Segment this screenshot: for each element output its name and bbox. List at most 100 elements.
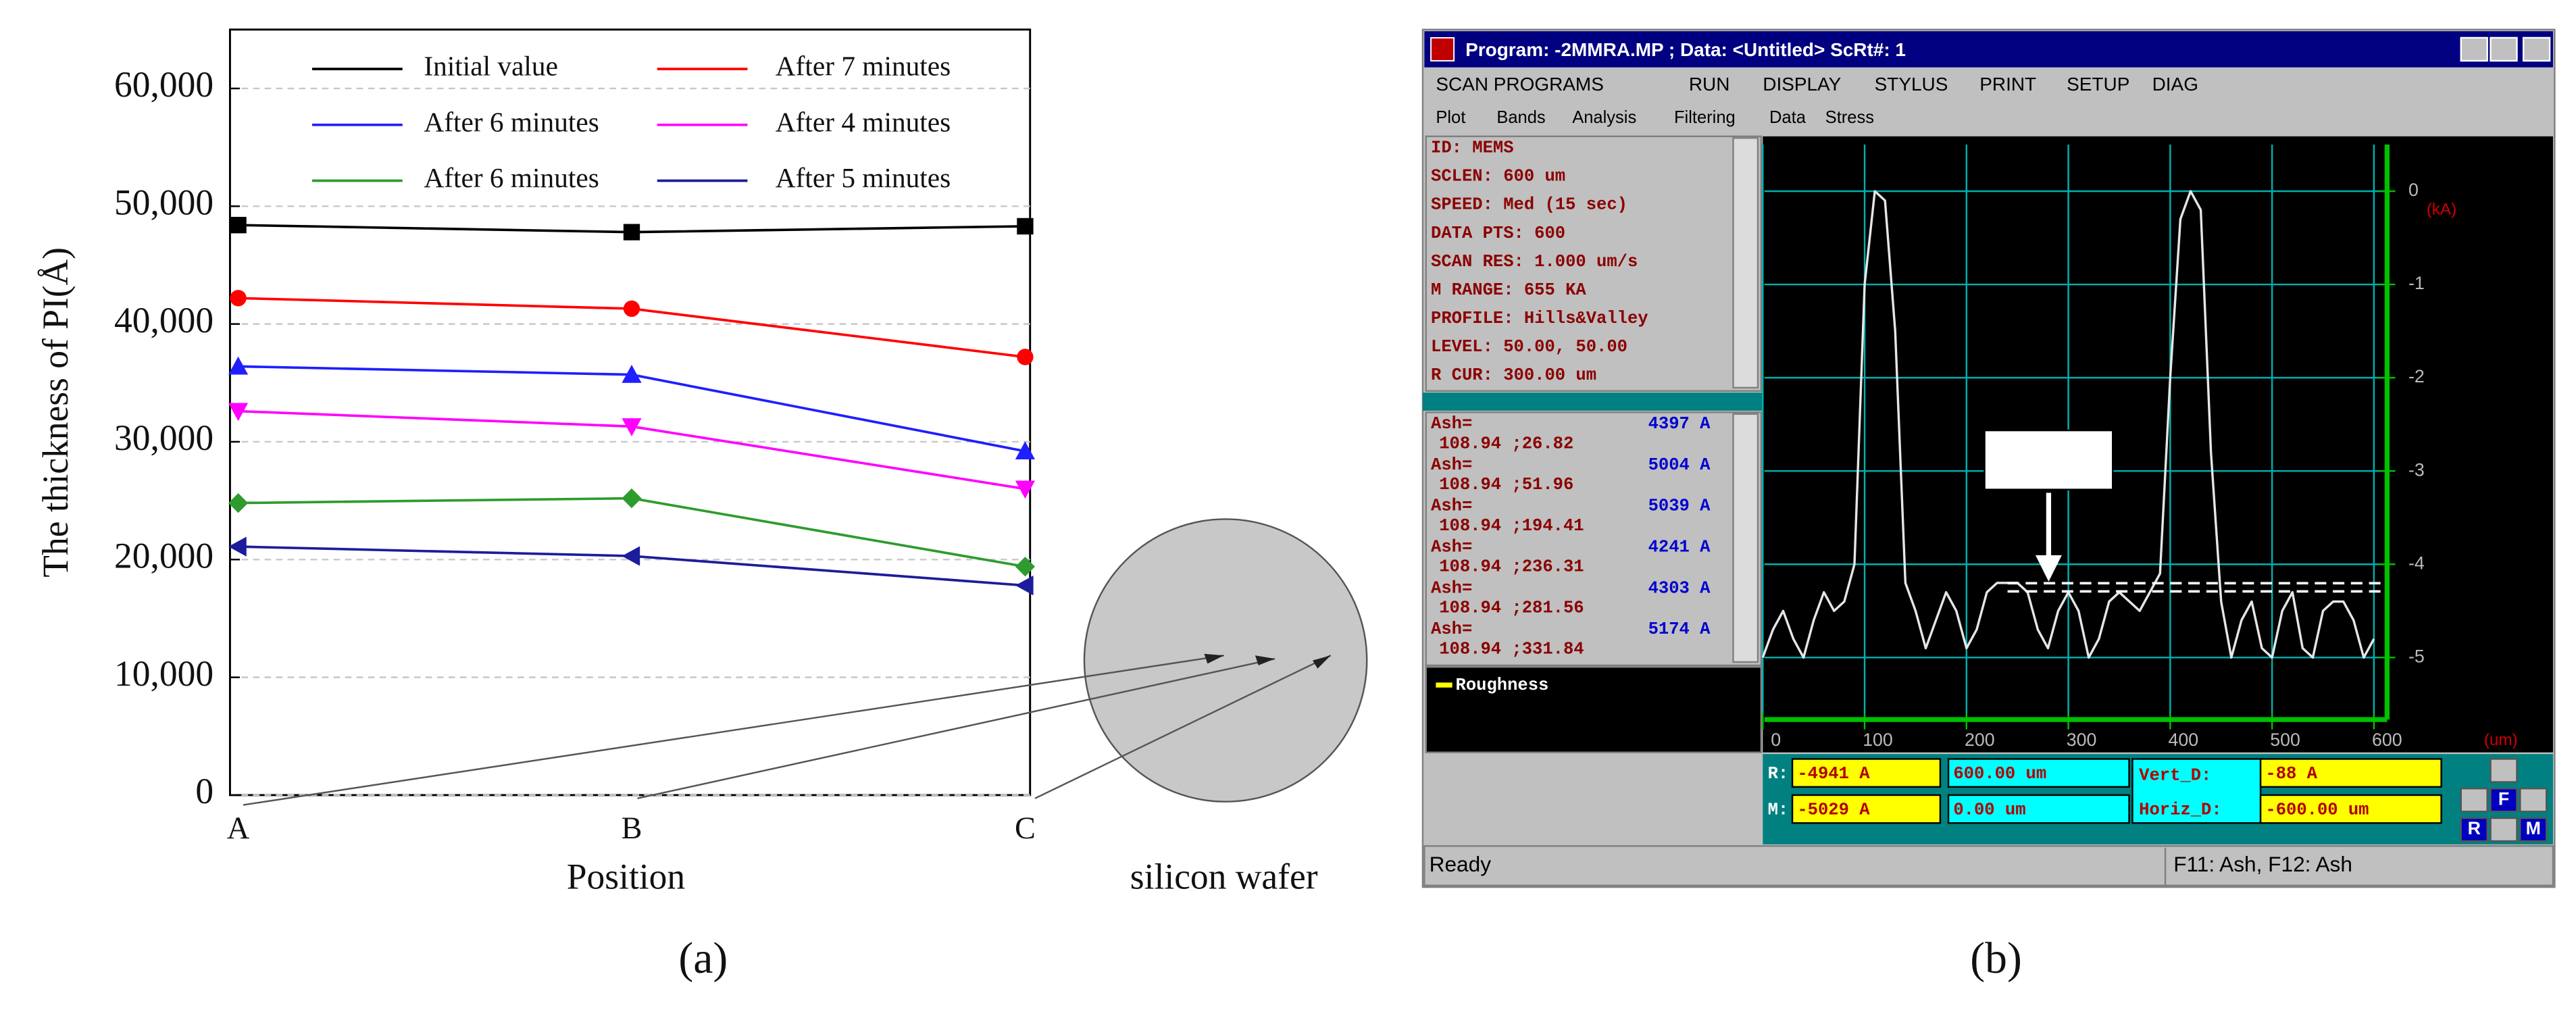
data-point <box>230 290 247 307</box>
separator <box>1422 392 1763 411</box>
minimize-button[interactable] <box>2460 36 2488 62</box>
x-tick-label: A <box>227 811 250 845</box>
param-line: M RANGE: 655 KA <box>1431 280 1586 300</box>
menu-item[interactable]: DIAG <box>2152 74 2198 95</box>
field-text: R: <box>1768 764 1789 784</box>
window-buttons[interactable] <box>2460 36 2551 62</box>
y-axis-label: The thickness of PI(Å) <box>35 247 76 578</box>
status-text: F11: Ash, F12: Ash <box>2173 852 2352 876</box>
legend-label: After 5 minutes <box>776 162 951 193</box>
m-button[interactable] <box>2519 817 2548 842</box>
result-value: 4303 A <box>1648 578 1711 598</box>
window-title: Program: -2MMRA.MP ; Data: <Untitled> Sc… <box>1465 39 1906 60</box>
reference-lines <box>2007 582 2383 593</box>
y-tick-label: -4 <box>2408 553 2425 573</box>
menu-item[interactable]: Filtering <box>1674 108 1736 127</box>
close-button[interactable] <box>2522 36 2551 62</box>
param-line: PROFILE: Hills&Valley <box>1431 309 1648 328</box>
y-tick-label: 0 <box>195 771 213 811</box>
data-point <box>1015 480 1036 499</box>
y-tick-label: 50,000 <box>114 182 213 223</box>
result-label: Ash= <box>1431 538 1472 557</box>
result-label: Ash= <box>1431 497 1472 516</box>
menu-item[interactable]: RUN <box>1689 74 1730 95</box>
field <box>2259 758 2442 788</box>
field-text: -600.00 um <box>2265 801 2369 820</box>
y-tick-label: 20,000 <box>114 536 213 576</box>
result-position: 108.94 ;281.56 <box>1439 598 1584 617</box>
menu-item[interactable]: Data <box>1769 108 1807 127</box>
data-point <box>622 488 642 509</box>
menus: SCAN PROGRAMS RUN DISPLAY STYLUS PRINT SETUP D… <box>1436 74 2198 127</box>
menu-item[interactable]: STYLUS <box>1875 74 1948 95</box>
menu-item[interactable]: SCAN PROGRAMS <box>1436 74 1604 95</box>
param-line: SPEED: Med (15 sec) <box>1431 195 1627 215</box>
down-button[interactable] <box>2490 817 2518 842</box>
panel-label: (a) <box>678 934 728 983</box>
legend-label: Initial value <box>424 51 558 82</box>
data-point <box>623 300 640 318</box>
params: ID: MEMS SCLEN: 600 um SPEED: Med (15 sec)… <box>1431 138 1711 659</box>
pointer-lines <box>243 655 1332 806</box>
field <box>1947 794 2130 824</box>
app-icon <box>1430 36 1455 61</box>
menu-item[interactable]: Stress <box>1825 108 1874 127</box>
plot-area <box>1763 136 2553 753</box>
data-point <box>622 364 642 383</box>
scrollbar[interactable] <box>1732 137 1759 389</box>
menu-item[interactable]: DISPLAY <box>1763 74 1841 95</box>
y-tick-label: 0 <box>2408 180 2419 200</box>
field-text: Horiz_D: <box>2139 801 2222 820</box>
f-button[interactable] <box>2490 788 2518 813</box>
x-tick-label: 200 <box>1965 730 1995 750</box>
field-text: -4941 A <box>1797 764 1870 784</box>
data-point <box>1015 576 1034 596</box>
data-point <box>622 418 642 436</box>
result-position: 108.94 ;26.82 <box>1439 434 1573 453</box>
result-value: 5004 A <box>1648 455 1711 475</box>
param-line: LEVEL: 50.00, 50.00 <box>1431 337 1627 357</box>
wafer <box>1083 518 1368 803</box>
data-point <box>228 403 249 422</box>
result-position: 108.94 ;236.31 <box>1439 557 1584 577</box>
annotation-box <box>1984 429 2114 490</box>
annotation-arrow-head <box>2035 555 2062 582</box>
x-tick-label: C <box>1015 811 1036 845</box>
result-value: 4241 A <box>1648 538 1711 557</box>
y-tick-label: 40,000 <box>114 300 213 340</box>
y-tick-label: 10,000 <box>114 653 213 694</box>
y-tick-label: -5 <box>2408 646 2425 666</box>
param-line: DATA PTS: 600 <box>1431 224 1565 243</box>
param-line: SCAN RES: 1.000 um/s <box>1431 252 1638 272</box>
menu-item[interactable]: Plot <box>1436 108 1465 127</box>
menu-item[interactable]: PRINT <box>1979 74 2036 95</box>
menu-item[interactable]: Analysis <box>1572 108 1636 127</box>
x-tick-label: 100 <box>1863 730 1893 750</box>
menu-item[interactable]: SETUP <box>2067 74 2129 95</box>
x-tick-label: 500 <box>2270 730 2300 750</box>
nav-buttons[interactable] <box>2460 758 2548 842</box>
fields: R: M: -4941 A -5029 A 600.00 um 0.00 um Vert_D… <box>1768 764 2541 838</box>
left-button[interactable] <box>2460 788 2488 813</box>
data-point <box>622 546 640 566</box>
button-label: F <box>2498 788 2509 809</box>
x-tick-label: B <box>622 811 642 845</box>
field <box>2259 794 2442 824</box>
r-button[interactable] <box>2460 817 2488 842</box>
chart-a: 0 10,000 20,000 30,000 40,000 50,000 60,000 A B C… <box>35 51 1036 897</box>
right-button[interactable] <box>2519 788 2548 813</box>
menu-item[interactable]: Bands <box>1496 108 1545 127</box>
x-tick-label: 600 <box>2372 730 2402 750</box>
scrollbar[interactable] <box>1732 413 1759 663</box>
params-panel <box>1425 135 1763 392</box>
x-unit: (um) <box>2484 731 2518 749</box>
up-button[interactable] <box>2490 758 2518 783</box>
data-point <box>228 356 249 375</box>
maximize-button[interactable] <box>2490 36 2518 62</box>
field <box>1791 758 1942 788</box>
status-bar <box>1423 845 2554 886</box>
field-text: Vert_D: <box>2139 766 2211 786</box>
data-point <box>230 217 247 234</box>
legend-label: Roughness <box>1456 676 1549 695</box>
legend-label: After 7 minutes <box>776 51 951 82</box>
